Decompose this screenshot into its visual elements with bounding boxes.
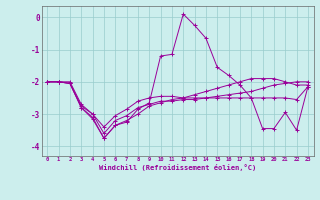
- X-axis label: Windchill (Refroidissement éolien,°C): Windchill (Refroidissement éolien,°C): [99, 164, 256, 171]
